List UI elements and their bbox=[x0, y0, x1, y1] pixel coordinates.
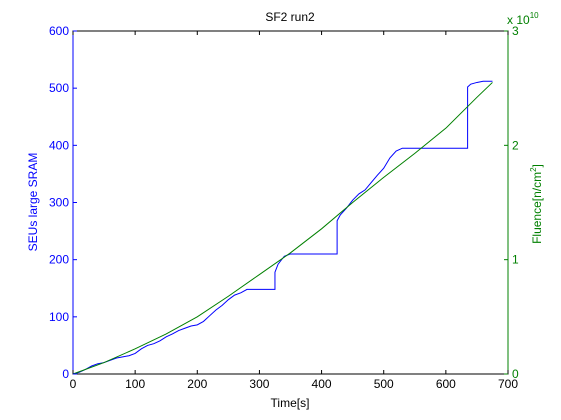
y-tick-label: 300 bbox=[49, 196, 69, 210]
y-tick-label: 200 bbox=[49, 253, 69, 267]
y2-axis-label-end: ] bbox=[530, 164, 544, 167]
y-tick-label: 100 bbox=[49, 310, 69, 324]
y-tick-label: 600 bbox=[49, 24, 69, 38]
y-tick-label: 500 bbox=[49, 81, 69, 95]
y-tick-label: 400 bbox=[49, 138, 69, 152]
x-tick-label: 400 bbox=[312, 377, 332, 391]
y2-tick-label: 1 bbox=[512, 253, 519, 267]
x-tick-label: 0 bbox=[70, 377, 77, 391]
y-axis-label: SEUs large SRAM bbox=[26, 153, 40, 252]
plot-area-background bbox=[73, 31, 508, 374]
x-axis-label: Time[s] bbox=[271, 396, 310, 410]
x-tick-label: 200 bbox=[187, 377, 207, 391]
y2-tick-label: 2 bbox=[512, 138, 519, 152]
y2-multiplier: x 1010 bbox=[507, 11, 539, 27]
x-tick-label: 100 bbox=[125, 377, 145, 391]
y-tick-label: 0 bbox=[62, 367, 69, 381]
x-tick-label: 500 bbox=[374, 377, 394, 391]
y2-tick-label: 0 bbox=[512, 367, 519, 381]
y2-multiplier-exponent: 10 bbox=[530, 11, 539, 20]
x-tick-label: 600 bbox=[436, 377, 456, 391]
y2-axis-label-main: Fluence[n/cm bbox=[530, 172, 544, 244]
x-tick-label: 300 bbox=[249, 377, 269, 391]
y2-multiplier-base: x 10 bbox=[507, 13, 530, 27]
chart-title: SF2 run2 bbox=[265, 10, 315, 24]
y2-axis-label: Fluence[n/cm2] bbox=[529, 164, 544, 244]
